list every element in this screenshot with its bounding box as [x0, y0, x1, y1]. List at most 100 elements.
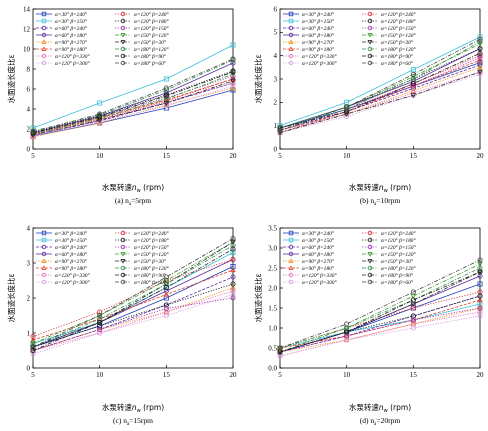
data-point: [163, 96, 170, 102]
data-point: [30, 347, 36, 353]
legend-swatch-marker: [367, 46, 373, 52]
data-point: [97, 319, 103, 325]
data-point: [344, 104, 350, 110]
data-point: [96, 120, 103, 126]
legend-swatch-marker: [367, 11, 373, 17]
legend-swatch-marker: [41, 244, 47, 250]
legend-item: α=120° β=300°: [283, 279, 337, 286]
y-tick-label: 12: [23, 25, 31, 33]
series-4: [30, 284, 236, 353]
x-tick-label: 10: [343, 152, 351, 160]
legend-swatch-marker: [41, 18, 47, 24]
series-15: [30, 56, 236, 135]
legend-label: α=60° β=240°: [302, 244, 335, 251]
legend-item: α=180° β=60°: [362, 60, 414, 67]
data-point: [344, 99, 350, 105]
y-tick-label: 0.5: [268, 344, 277, 352]
chart-panel-0: 5 10 15 20 0 2 4 6 8 10 12 14 水面迹长度比ε 水泵转速nw (rpm) (a)…: [6, 5, 237, 207]
data-point: [163, 102, 170, 108]
data-point: [410, 71, 416, 77]
series-line: [279, 43, 481, 129]
data-point: [410, 317, 416, 323]
caption-subscript: a: [127, 422, 130, 427]
legend-label: α=120° β=180°: [134, 237, 169, 244]
legend-label: α=60° β=180°: [302, 251, 335, 258]
legend-item: α=90° β=180°: [36, 46, 88, 53]
data-point: [230, 56, 236, 62]
series-7: [30, 83, 236, 139]
legend-item: α=90° β=270°: [283, 258, 335, 265]
data-point: [477, 257, 483, 263]
legend-label: α=150° β=120°: [381, 32, 416, 39]
data-point: [343, 111, 350, 117]
legend-label: α=30° β=240°: [55, 11, 88, 18]
legend-item: α=30° β=150°: [36, 18, 88, 25]
series-line: [279, 295, 481, 353]
legend-swatch-marker: [120, 11, 126, 17]
legend-item: α=90° β=180°: [283, 46, 335, 53]
y-axis-label: 水面迹长度比ε: [253, 273, 263, 322]
data-point: [230, 274, 236, 280]
legend-label: α=180° β=60°: [381, 279, 414, 286]
series-14: [30, 246, 236, 353]
data-point: [277, 345, 283, 351]
legend-swatch-marker: [41, 60, 47, 66]
data-point: [410, 83, 416, 89]
data-point: [410, 289, 416, 295]
y-tick-label: 3.5: [268, 224, 277, 232]
legend-swatch-marker: [41, 39, 47, 44]
legend-swatch-marker: [288, 11, 294, 17]
legend-item: α=120° β=330°: [36, 272, 90, 279]
legend-swatch-marker: [288, 265, 294, 270]
data-point: [410, 325, 416, 331]
x-tick-label: 15: [163, 152, 171, 160]
legend-swatch-marker: [367, 60, 373, 66]
legend-label: α=180° β=120°: [134, 46, 169, 53]
series-line: [279, 263, 481, 349]
legend-item: α=60° β=240°: [283, 25, 335, 32]
legend-label: α=120° β=330°: [302, 272, 337, 279]
legend-label: α=120° β=330°: [55, 272, 90, 279]
legend-swatch-marker: [367, 279, 373, 285]
legend-item: α=120° β=300°: [36, 60, 90, 67]
legend-swatch-marker: [288, 279, 294, 285]
caption-subscript: a: [374, 422, 377, 427]
legend-swatch-marker: [120, 53, 126, 59]
caption-subscript: a: [129, 202, 132, 207]
caption-text: (b) n: [360, 196, 375, 205]
legend-label: α=180° β=90°: [381, 53, 414, 60]
legend-swatch-marker: [41, 258, 47, 263]
legend-item: α=30° β=240°: [36, 230, 88, 237]
legend-label: α=90° β=270°: [302, 39, 335, 46]
legend-label: α=120° β=150°: [381, 25, 416, 32]
y-tick-label: 3: [274, 75, 278, 83]
data-point: [410, 297, 416, 303]
subplot-caption: (c) na=15rpm: [113, 416, 153, 427]
legend-swatch-marker: [288, 244, 294, 250]
legend-label: α=60° β=180°: [302, 32, 335, 39]
y-tick-label: 1: [274, 122, 278, 130]
legend-swatch-marker: [288, 53, 294, 59]
legend-swatch-marker: [367, 259, 373, 264]
legend-label: α=180° β=120°: [381, 265, 416, 272]
y-tick-label: 1: [27, 329, 31, 337]
series-line: [32, 287, 234, 351]
series-line: [32, 87, 234, 138]
series-line: [279, 71, 481, 134]
x-tick-label: 20: [477, 152, 485, 160]
legend-item: α=180° β=120°: [115, 265, 169, 272]
legend-item: α=120° β=240°: [115, 11, 169, 18]
legend-item: α=90° β=270°: [283, 39, 335, 46]
legend-swatch-marker: [120, 40, 126, 45]
data-point: [97, 114, 103, 120]
series-line: [279, 48, 481, 129]
legend-label: α=120° β=300°: [302, 279, 337, 286]
legend-label: α=30° β=150°: [302, 18, 335, 25]
series-7: [277, 313, 483, 359]
legend-label: α=180° β=60°: [134, 60, 167, 67]
legend-label: α=90° β=180°: [55, 265, 88, 272]
series-line: [32, 71, 234, 134]
series-12: [277, 69, 483, 136]
data-point: [344, 109, 350, 115]
data-point: [230, 267, 236, 273]
